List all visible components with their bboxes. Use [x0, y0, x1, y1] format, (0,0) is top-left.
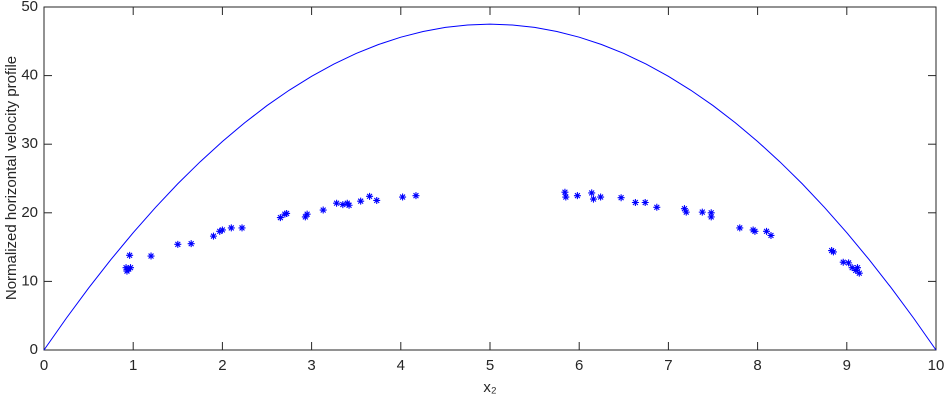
x-tick-label: 5: [486, 357, 494, 374]
point: [562, 193, 570, 201]
x-tick-label: 9: [843, 357, 851, 374]
point: [412, 192, 420, 200]
point: [281, 210, 289, 218]
x-tick-label: 8: [753, 357, 761, 374]
x-tick-label: 2: [218, 357, 226, 374]
point: [147, 252, 155, 260]
point: [216, 227, 224, 235]
y-tick-label: 20: [21, 204, 38, 221]
point: [573, 192, 581, 200]
point: [852, 266, 860, 274]
point: [736, 224, 744, 232]
x-tick-label: 10: [928, 357, 945, 374]
point: [653, 203, 661, 211]
point: [333, 199, 341, 207]
y-tick-label: 10: [21, 272, 38, 289]
point: [698, 208, 706, 216]
point: [187, 240, 195, 248]
y-tick-label: 0: [30, 341, 38, 358]
point: [227, 224, 235, 232]
x-tick-label: 1: [129, 357, 137, 374]
plot-frame: [43, 6, 937, 351]
point: [854, 264, 862, 272]
point: [218, 226, 226, 234]
point: [366, 192, 374, 200]
point: [589, 195, 597, 203]
point: [339, 201, 347, 209]
point: [829, 248, 837, 256]
point: [174, 240, 182, 248]
x-tick-label: 3: [307, 357, 315, 374]
point: [209, 232, 217, 240]
y-tick-label: 30: [21, 135, 38, 152]
point: [399, 193, 407, 201]
x-axis-label: x₂: [483, 379, 497, 396]
point: [855, 269, 863, 277]
y-tick-label: 40: [21, 67, 38, 84]
point: [561, 188, 569, 196]
point: [127, 264, 135, 272]
point: [680, 205, 688, 213]
point: [767, 231, 775, 239]
point: [848, 264, 856, 272]
point: [845, 259, 853, 267]
point: [126, 251, 134, 259]
point: [641, 199, 649, 207]
point: [357, 197, 365, 205]
curve: [43, 23, 937, 351]
point: [617, 194, 625, 202]
point: [373, 196, 381, 204]
point: [751, 227, 759, 235]
point: [238, 224, 246, 232]
point: [301, 213, 309, 221]
point: [839, 258, 847, 266]
point: [345, 201, 353, 209]
point: [319, 206, 327, 214]
point: [283, 209, 291, 217]
x-tick-label: 6: [575, 357, 583, 374]
point: [707, 209, 715, 217]
point: [597, 193, 605, 201]
point: [707, 213, 715, 221]
point: [763, 227, 771, 235]
x-tick-label: 7: [664, 357, 672, 374]
point: [682, 208, 690, 216]
point: [303, 210, 311, 218]
y-tick-label: 50: [21, 0, 38, 15]
point: [631, 199, 639, 207]
point: [122, 264, 130, 272]
point: [588, 189, 596, 197]
x-tick-label: 0: [40, 357, 48, 374]
x-tick-label: 4: [397, 357, 405, 374]
y-axis-label: Normalized horizontal velocity profile: [3, 56, 20, 300]
point: [276, 214, 284, 222]
